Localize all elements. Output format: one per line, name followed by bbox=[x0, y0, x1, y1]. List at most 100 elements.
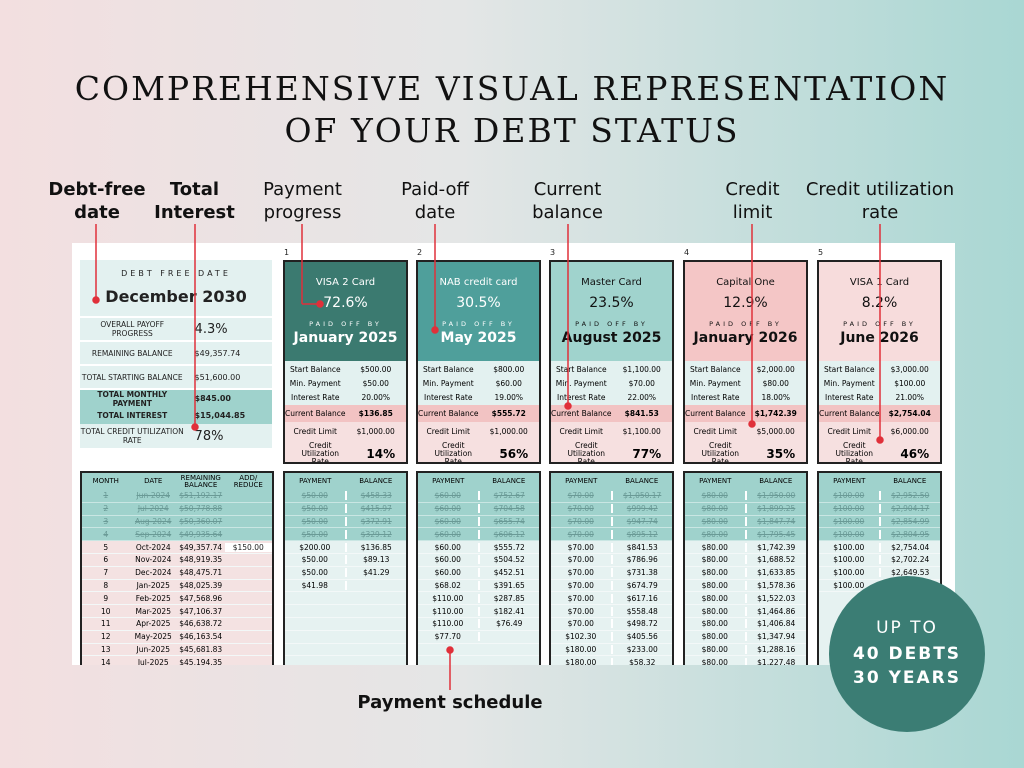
balance-cell: $1,522.03 bbox=[757, 593, 796, 603]
detail-label: Interest Rate bbox=[424, 392, 473, 402]
payment-cell: $80.00 bbox=[685, 504, 747, 514]
current-balance-label: Current Balance bbox=[418, 409, 479, 418]
schedule-row: $70.00 $999.42 bbox=[551, 502, 672, 516]
label-debt-free-date: Debt-free date bbox=[48, 179, 146, 223]
main-schedule-row: 11 Apr-2025 $46,638.72 bbox=[82, 617, 272, 631]
debt-free-date: December 2030 bbox=[105, 287, 247, 306]
date-cell: Aug-2024 bbox=[135, 516, 172, 526]
balance-cell: $1,050.17 bbox=[623, 491, 662, 501]
payment-cell: $50.00 bbox=[285, 568, 347, 578]
paid-off-date: January 2025 bbox=[293, 330, 398, 346]
balance-cell: $674.79 bbox=[626, 580, 658, 590]
schedule-row: $70.00 $895.12 bbox=[551, 528, 672, 542]
month-cell: 3 bbox=[103, 516, 109, 526]
summary-value: $845.00 bbox=[194, 394, 231, 403]
summary-row: Total interest $15,044.85 bbox=[80, 407, 272, 424]
detail-label: Min. Payment bbox=[422, 378, 474, 388]
schedule-row: $60.00 $504.52 bbox=[418, 554, 539, 567]
utilization-value: 14% bbox=[366, 447, 396, 461]
debt-card-header: Capital One 12.9% PAID OFF BY January 2026 bbox=[685, 262, 806, 361]
detail-row-start: Start Balance $3,000.00 bbox=[819, 362, 940, 376]
summary-value: 78% bbox=[194, 428, 224, 444]
current-balance-label: Current Balance bbox=[819, 409, 880, 418]
badge-line-3: 30 YEARS bbox=[853, 668, 961, 688]
schedule-row: $80.00 $1,578.36 bbox=[685, 580, 806, 593]
remaining-balance-cell: $46,163.54 bbox=[179, 632, 223, 642]
current-balance-row: Current Balance $555.72 bbox=[418, 405, 539, 422]
payment-cell: $80.00 bbox=[685, 619, 747, 629]
summary-row: Remaining balance $49,357.74 bbox=[80, 342, 272, 366]
debt-number: 2 bbox=[417, 248, 423, 257]
credit-limit-value: $1,000.00 bbox=[489, 426, 528, 436]
credit-limit-row: Credit Limit $1,000.00 bbox=[418, 422, 539, 440]
detail-label: Start Balance bbox=[555, 364, 607, 374]
schedule-header: PAYMENT BALANCE bbox=[418, 473, 539, 490]
payment-cell: $100.00 bbox=[819, 555, 881, 565]
payment-cell: $70.00 bbox=[551, 491, 613, 501]
add-reduce-cell[interactable]: $150.00 bbox=[224, 542, 272, 552]
payment-cell: $100.00 bbox=[819, 516, 881, 526]
main-schedule-row: 7 Dec-2024 $48,475.71 bbox=[82, 566, 272, 580]
utilization-row: Credit Utilization Rate 14% bbox=[285, 440, 406, 464]
summary-row: Total starting balance $51,600.00 bbox=[80, 366, 272, 390]
detail-value: $80.00 bbox=[762, 378, 789, 388]
detail-value: $3,000.00 bbox=[890, 364, 929, 374]
payment-cell: $102.30 bbox=[551, 632, 613, 642]
summary-panel: DEBT FREE DATE December 2030 Overall pay… bbox=[80, 260, 272, 463]
payment-header: PAYMENT bbox=[432, 477, 465, 485]
debt-number: 1 bbox=[284, 248, 290, 257]
balance-cell: $1,742.39 bbox=[757, 542, 796, 552]
schedule-header: PAYMENT BALANCE bbox=[285, 473, 406, 490]
payment-cell: $68.02 bbox=[418, 580, 480, 590]
schedule-row: $50.00 $415.97 bbox=[285, 502, 406, 516]
payment-cell: $60.00 bbox=[418, 516, 480, 526]
promo-badge: UP TO 40 DEBTS 30 YEARS bbox=[829, 576, 985, 732]
paid-off-by-label: PAID OFF BY bbox=[843, 320, 916, 328]
schedule-row: $77.70 bbox=[418, 631, 539, 644]
balance-cell: $372.91 bbox=[360, 516, 392, 526]
label-credit-limit: Credit limit bbox=[725, 179, 780, 223]
credit-limit-value: $6,000.00 bbox=[890, 426, 929, 436]
main-schedule-header: DATE bbox=[144, 477, 163, 485]
utilization-label: Credit Utilization Rate bbox=[301, 441, 340, 464]
credit-limit-label: Credit Limit bbox=[827, 426, 872, 436]
payment-cell: $80.00 bbox=[685, 632, 747, 642]
date-cell: Oct-2024 bbox=[135, 542, 171, 552]
credit-limit-row: Credit Limit $1,100.00 bbox=[551, 422, 672, 440]
schedule-row: $100.00 $2,702.24 bbox=[819, 554, 940, 567]
balance-cell: $704.58 bbox=[493, 504, 525, 514]
credit-limit-label: Credit Limit bbox=[426, 426, 471, 436]
remaining-balance-cell: $45,194.35 bbox=[179, 657, 223, 665]
utilization-value: 77% bbox=[632, 447, 662, 461]
payment-cell: $70.00 bbox=[551, 606, 613, 616]
balance-cell: $41.29 bbox=[363, 568, 390, 578]
debt-number: 3 bbox=[550, 248, 556, 257]
schedule-row: $100.00 $2,952.50 bbox=[819, 490, 940, 503]
detail-label: Start Balance bbox=[289, 364, 341, 374]
detail-value: $1,100.00 bbox=[622, 364, 661, 374]
schedule-row: $70.00 $731.38 bbox=[551, 567, 672, 580]
credit-limit-value: $1,000.00 bbox=[356, 426, 395, 436]
balance-cell: $1,227.48 bbox=[757, 657, 796, 665]
credit-limit-value: $5,000.00 bbox=[756, 426, 795, 436]
payment-cell: $60.00 bbox=[418, 491, 480, 501]
schedule-row: $70.00 $498.72 bbox=[551, 618, 672, 631]
schedule-row: $110.00 $182.41 bbox=[418, 605, 539, 618]
schedule-row: $80.00 $1,633.85 bbox=[685, 567, 806, 580]
schedule-row: $80.00 $1,899.25 bbox=[685, 502, 806, 516]
main-schedule-row: 5 Oct-2024 $49,357.74 $150.00 bbox=[82, 541, 272, 554]
detail-value: 18.00% bbox=[761, 392, 791, 402]
schedule-row: $70.00 $558.48 bbox=[551, 605, 672, 618]
debt-details: Start Balance $500.00 Min. Payment $50.00 In… bbox=[285, 361, 406, 405]
schedule-row: $80.00 $1,347.94 bbox=[685, 631, 806, 644]
schedule-row: $70.00 $1,050.17 bbox=[551, 490, 672, 503]
schedule-row: $200.00 $136.85 bbox=[285, 541, 406, 554]
schedule-row: $80.00 $1,950.00 bbox=[685, 490, 806, 503]
schedule-row: $110.00 $76.49 bbox=[418, 618, 539, 631]
balance-cell: $731.38 bbox=[626, 568, 658, 578]
remaining-balance-cell: $49,935.64 bbox=[179, 529, 223, 539]
paid-off-by-label: PAID OFF BY bbox=[575, 320, 648, 328]
detail-label: Interest Rate bbox=[291, 392, 340, 402]
payment-cell: $180.00 bbox=[551, 657, 613, 665]
utilization-row: Credit Utilization Rate 35% bbox=[685, 440, 806, 462]
